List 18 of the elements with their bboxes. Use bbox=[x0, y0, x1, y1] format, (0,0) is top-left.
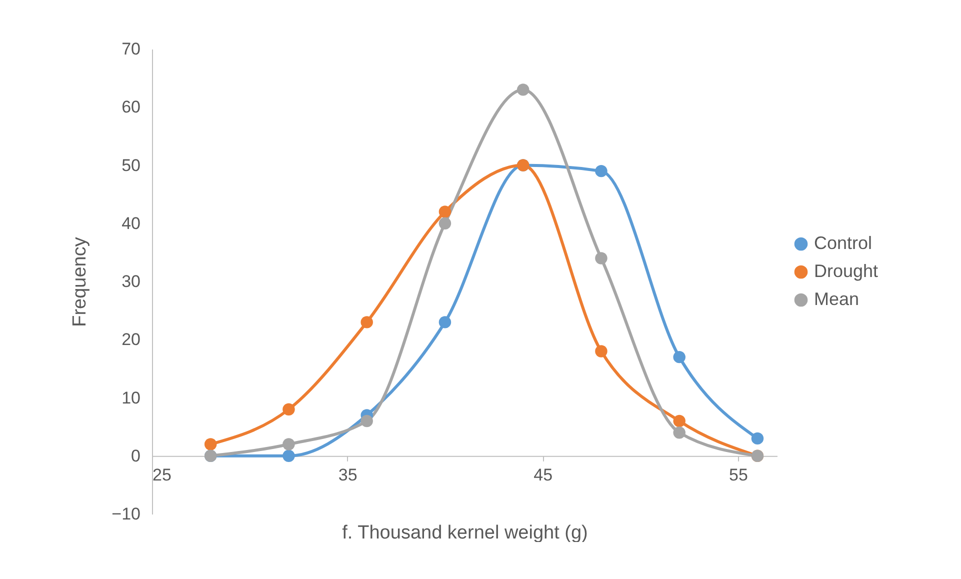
legend-label: Mean bbox=[814, 289, 860, 309]
y-tick-label: −10 bbox=[112, 504, 140, 524]
y-tick-label: 20 bbox=[122, 330, 140, 350]
y-tick-label: 10 bbox=[122, 388, 140, 408]
legend-label: Drought bbox=[814, 261, 878, 281]
y-axis-title: Frequency bbox=[70, 236, 91, 327]
y-tick-label: 70 bbox=[122, 40, 140, 58]
x-axis-title: f. Thousand kernel weight (g) bbox=[342, 522, 588, 544]
y-tick-label: 50 bbox=[122, 156, 140, 175]
x-tick-label: 45 bbox=[534, 465, 553, 484]
x-tick-label: 55 bbox=[728, 465, 748, 484]
y-tick-label: 30 bbox=[122, 272, 140, 291]
y-tick-label: 60 bbox=[122, 98, 140, 117]
legend-label: Control bbox=[814, 233, 872, 253]
y-tick-label: 40 bbox=[122, 214, 140, 233]
x-tick-label: 25 bbox=[152, 465, 172, 484]
y-tick-label: 0 bbox=[131, 446, 140, 466]
x-tick-label: 35 bbox=[338, 465, 358, 484]
